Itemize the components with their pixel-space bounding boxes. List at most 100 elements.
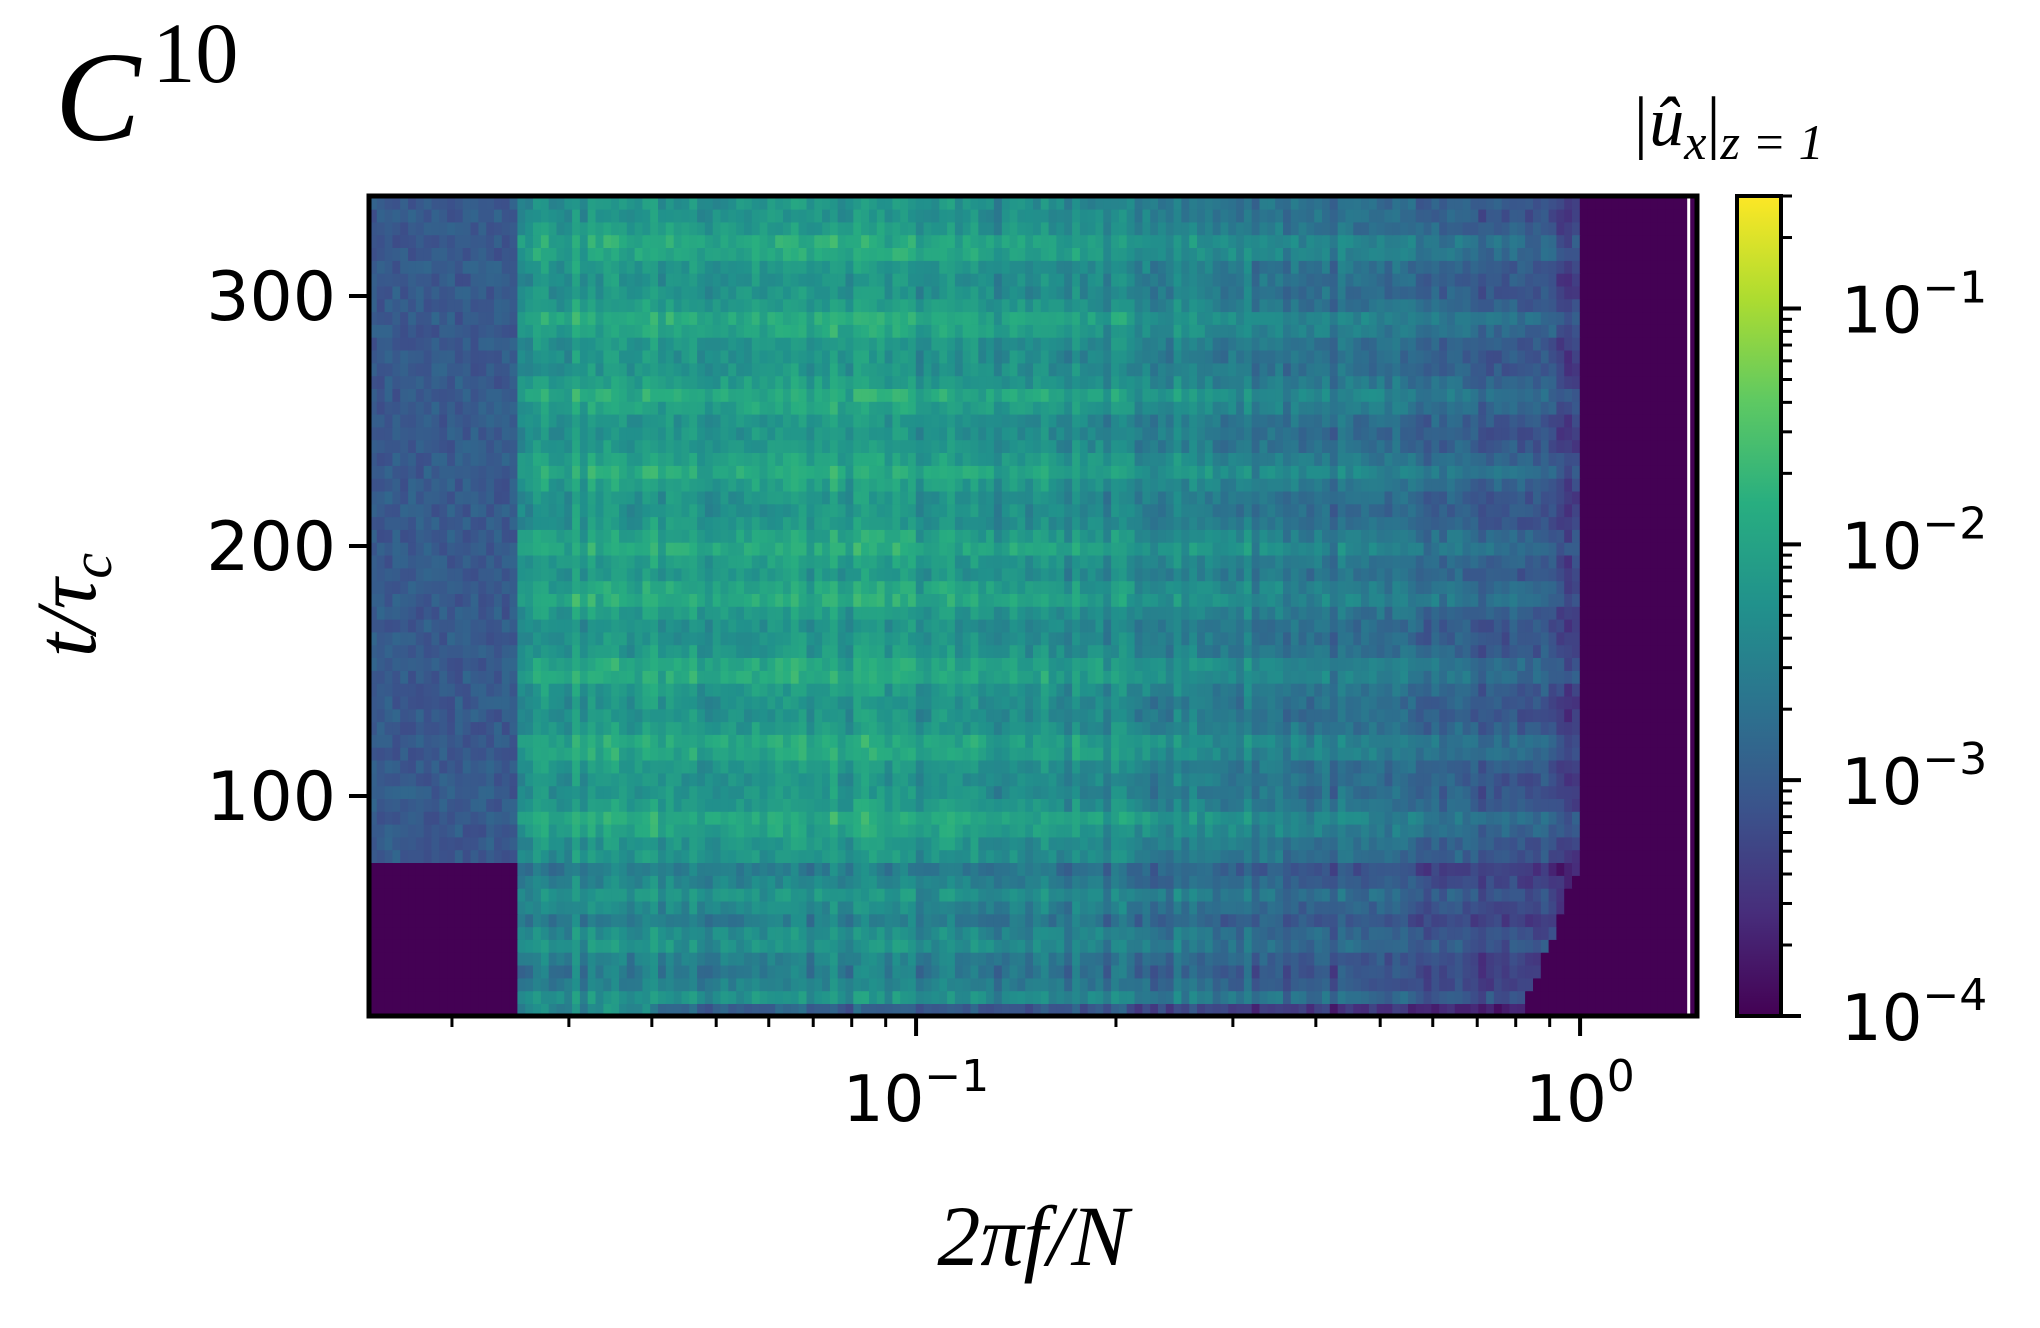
heatmap-cell bbox=[986, 657, 995, 671]
heatmap-cell bbox=[1556, 977, 1565, 992]
heatmap-cell bbox=[525, 913, 534, 928]
heatmap-cell bbox=[783, 887, 792, 902]
heatmap-cell bbox=[1509, 951, 1519, 966]
heatmap-cell bbox=[384, 887, 394, 902]
heatmap-cell bbox=[1400, 913, 1409, 928]
heatmap-cell bbox=[611, 951, 620, 966]
heatmap-cell bbox=[1126, 875, 1136, 889]
heatmap-cell bbox=[509, 875, 519, 889]
heatmap-cell bbox=[1642, 862, 1651, 876]
heatmap-cell bbox=[1673, 887, 1683, 902]
heatmap-cell bbox=[939, 682, 948, 697]
heatmap-cell bbox=[822, 721, 831, 735]
heatmap-cell bbox=[533, 900, 542, 915]
heatmap-cell bbox=[1447, 926, 1456, 940]
heatmap-cell bbox=[1517, 900, 1526, 915]
heatmap-cell bbox=[494, 746, 503, 761]
heatmap-cell bbox=[1001, 644, 1011, 658]
heatmap-cell bbox=[775, 862, 784, 876]
heatmap-cell bbox=[626, 977, 636, 992]
heatmap-cell bbox=[1509, 644, 1519, 658]
heatmap-cell bbox=[1056, 695, 1065, 710]
heatmap-cell bbox=[1056, 682, 1065, 697]
heatmap-cell bbox=[415, 746, 425, 761]
heatmap-cell bbox=[1298, 977, 1308, 992]
heatmap-cell bbox=[595, 836, 605, 851]
heatmap-cell bbox=[619, 926, 628, 940]
heatmap-cell bbox=[704, 823, 714, 838]
heatmap-cell bbox=[1103, 708, 1112, 723]
heatmap-cell bbox=[1564, 875, 1573, 889]
heatmap-cell bbox=[814, 657, 823, 671]
heatmap-cell bbox=[1408, 772, 1417, 787]
heatmap-cell bbox=[712, 836, 722, 851]
heatmap-cell bbox=[439, 887, 448, 902]
heatmap-cell bbox=[1665, 964, 1675, 979]
heatmap-cell bbox=[1353, 670, 1362, 684]
heatmap-cell bbox=[798, 977, 808, 992]
heatmap-cell bbox=[587, 721, 597, 735]
heatmap-cell bbox=[720, 759, 730, 774]
heatmap-cell bbox=[1493, 939, 1503, 953]
heatmap-cell bbox=[1158, 644, 1167, 658]
heatmap-cell bbox=[619, 951, 628, 966]
heatmap-cell bbox=[1540, 734, 1550, 748]
heatmap-cell bbox=[572, 900, 581, 915]
heatmap-cell bbox=[548, 721, 558, 735]
heatmap-cell bbox=[1064, 823, 1073, 838]
heatmap-cell bbox=[1079, 849, 1089, 863]
heatmap-cell bbox=[1572, 811, 1581, 825]
heatmap-cell bbox=[1665, 900, 1675, 915]
heatmap-cell bbox=[1251, 823, 1261, 838]
heatmap-cell bbox=[1048, 670, 1058, 684]
heatmap-cell bbox=[1626, 798, 1636, 812]
heatmap-cell bbox=[462, 926, 472, 940]
heatmap-cell bbox=[861, 823, 870, 838]
heatmap-cell bbox=[1478, 811, 1487, 825]
heatmap-cell bbox=[1181, 670, 1190, 684]
heatmap-cell bbox=[470, 823, 480, 838]
heatmap-cell bbox=[1025, 670, 1034, 684]
heatmap-cell bbox=[517, 670, 526, 684]
heatmap-cell bbox=[658, 631, 667, 646]
heatmap-cell bbox=[1415, 926, 1425, 940]
heatmap-cell bbox=[1423, 682, 1433, 697]
heatmap-cell bbox=[1134, 682, 1144, 697]
heatmap-cell bbox=[470, 798, 480, 812]
heatmap-cell bbox=[1525, 811, 1534, 825]
heatmap-cell bbox=[1540, 1003, 1550, 1017]
heatmap-cell bbox=[501, 887, 511, 902]
heatmap-cell bbox=[908, 682, 917, 697]
heatmap-cell bbox=[1642, 1003, 1651, 1017]
heatmap-cell bbox=[869, 798, 878, 812]
heatmap-cell bbox=[556, 900, 566, 915]
heatmap-cell bbox=[1087, 670, 1097, 684]
heatmap-cell bbox=[876, 823, 886, 838]
heatmap-cell bbox=[1243, 939, 1253, 953]
heatmap-cell bbox=[931, 862, 940, 876]
heatmap-cell bbox=[790, 798, 800, 812]
heatmap-cell bbox=[1556, 811, 1565, 825]
heatmap-cell bbox=[1361, 657, 1370, 671]
heatmap-cell bbox=[947, 721, 956, 735]
heatmap-cell bbox=[1158, 926, 1167, 940]
heatmap-cell bbox=[415, 913, 425, 928]
heatmap-cell bbox=[400, 811, 409, 825]
heatmap-cell bbox=[642, 644, 651, 658]
heatmap-cell bbox=[1462, 657, 1472, 671]
heatmap-cell bbox=[783, 734, 792, 748]
heatmap-cell bbox=[1079, 708, 1089, 723]
heatmap-cell bbox=[1579, 939, 1589, 953]
heatmap-cell bbox=[1657, 887, 1667, 902]
heatmap-cell bbox=[1642, 721, 1651, 735]
heatmap-cell bbox=[1220, 977, 1230, 992]
heatmap-cell bbox=[1431, 849, 1440, 863]
heatmap-cell bbox=[1345, 862, 1355, 876]
heatmap-cell bbox=[1025, 657, 1034, 671]
heatmap-cell bbox=[611, 977, 620, 992]
heatmap-cell bbox=[1001, 682, 1011, 697]
heatmap-cell bbox=[1572, 746, 1581, 761]
heatmap-cell bbox=[376, 708, 386, 723]
heatmap-cell bbox=[454, 913, 464, 928]
heatmap-cell bbox=[1689, 670, 1698, 684]
